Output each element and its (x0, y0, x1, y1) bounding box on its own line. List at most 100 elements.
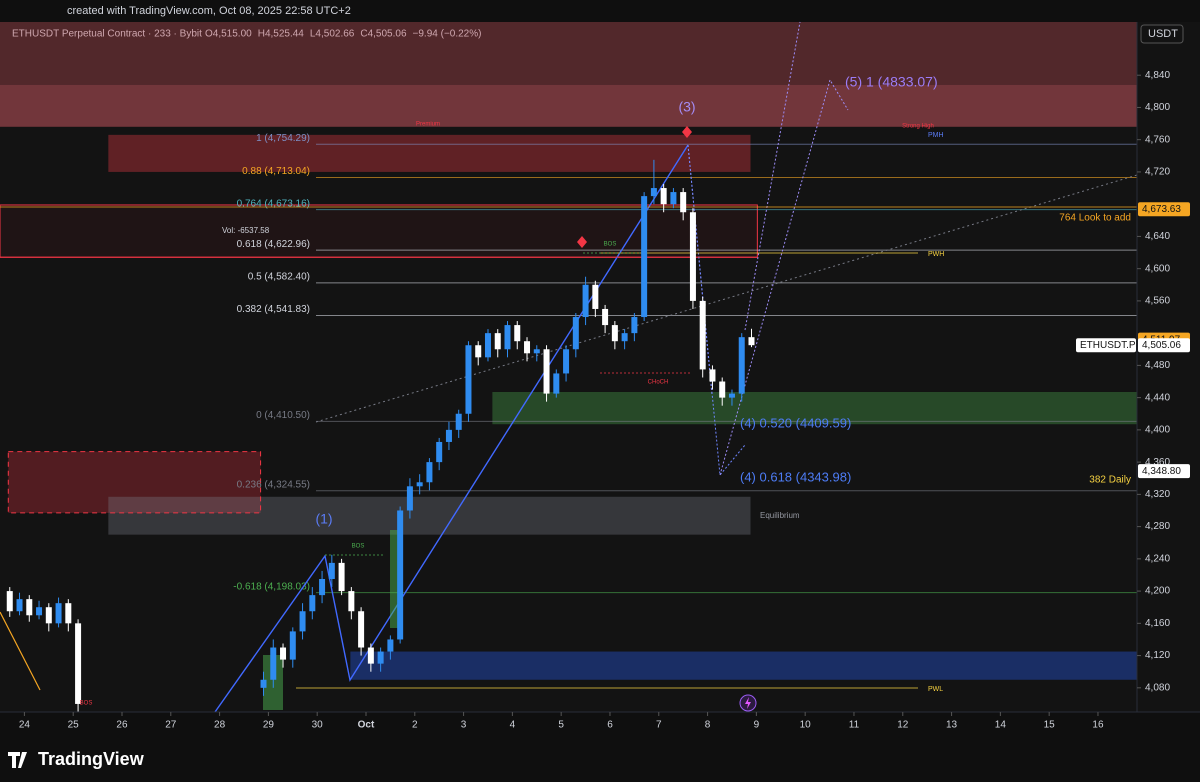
x-tick-label: 3 (461, 720, 467, 731)
candle-body (709, 369, 716, 382)
candle-body (524, 341, 531, 354)
annotation: (1) (315, 511, 332, 527)
zone (8, 451, 261, 513)
annotation: PMH (928, 132, 944, 139)
fib-label: 0 (4,410.50) (256, 410, 310, 421)
candle-body (728, 393, 735, 398)
candle-body (309, 595, 316, 612)
y-tick-label: 4,120 (1145, 650, 1170, 661)
candle-body (65, 603, 72, 624)
candle-body (319, 578, 326, 596)
candle-body (338, 562, 345, 592)
x-tick-label: 5 (558, 720, 564, 731)
y-tick-label: 4,840 (1145, 70, 1170, 81)
price-label: 4,673.63 (1142, 204, 1181, 215)
symbol-tag: ETHUSDT.P (1080, 340, 1136, 351)
drawing (719, 78, 849, 476)
annotation: (4) 0.520 (4409.59) (740, 415, 851, 430)
candle-body (426, 462, 433, 483)
fib-label: 0.236 (4,324.55) (237, 479, 310, 490)
marker (682, 126, 692, 138)
header: created with TradingView.com, Oct 08, 20… (67, 5, 351, 17)
candle-body (6, 591, 13, 612)
candle-body (689, 212, 696, 301)
zone (350, 651, 1137, 680)
candle-body (670, 192, 677, 205)
candle-body (465, 345, 472, 414)
candle-body (436, 441, 443, 463)
annotation: (3) (678, 99, 695, 115)
logo-icon (8, 752, 27, 768)
candle-body (494, 333, 501, 350)
drawing (214, 144, 689, 713)
x-tick-label: 12 (897, 720, 909, 731)
ohlc-value: H4,525.44 (258, 29, 305, 40)
annotation: BOS (604, 242, 617, 248)
drawing (687, 144, 746, 477)
fib-label: 1 (4,754.29) (256, 133, 310, 144)
x-tick-label: 7 (656, 720, 662, 731)
x-tick-label: 11 (849, 720, 860, 731)
candle-body (543, 349, 550, 394)
currency-box (1140, 24, 1184, 44)
ohlc-value: −9.94 (−0.22%) (413, 29, 482, 40)
y-tick-label: 4,160 (1145, 618, 1170, 629)
candle-body (641, 196, 648, 318)
annotation: CHoCH (648, 380, 669, 386)
axes: 4,840 4,800 4,760 4,720 4,640 4,600 4,560 4,480… (19, 70, 1190, 731)
x-tick-label: Oct (358, 720, 375, 731)
currency: USDT (1148, 28, 1178, 40)
candle-body (416, 482, 423, 487)
candle-body (504, 325, 511, 350)
annotation: Vol: -6537.58 (222, 226, 270, 235)
candle-body (328, 562, 335, 579)
candle-body (289, 631, 296, 660)
price-label: 4,505.06 (1142, 340, 1181, 351)
y-tick-label: 4,080 (1145, 682, 1170, 693)
candle-body (602, 308, 609, 326)
candle-body (738, 337, 745, 394)
y-tick-label: 4,360 (1145, 457, 1170, 468)
candle-body (719, 381, 726, 398)
x-tick-label: 27 (165, 720, 177, 731)
y-tick-label: 4,600 (1145, 263, 1170, 274)
y-tick-label: 4,200 (1145, 586, 1170, 597)
y-tick-label: 4,760 (1145, 134, 1170, 145)
y-tick-label: 4,400 (1145, 425, 1170, 436)
candle-body (592, 284, 599, 309)
x-tick-label: 29 (263, 720, 275, 731)
annotation: PWL (928, 686, 943, 693)
x-tick-label: 24 (19, 720, 31, 731)
candle-body (348, 591, 355, 612)
candle-body (475, 345, 482, 358)
y-tick-label: 4,640 (1145, 231, 1170, 242)
candle-body (572, 317, 579, 350)
fib-label: 0.764 (4,673.16) (237, 198, 310, 209)
candle-body (75, 623, 82, 704)
candle-body (611, 325, 618, 342)
candle-body (367, 647, 374, 664)
y-tick-label: 4,480 (1145, 360, 1170, 371)
y-tick-label: 4,440 (1145, 392, 1170, 403)
annotation: Premium (416, 122, 440, 128)
annotation: PWH (928, 251, 944, 258)
annotation: 382 Daily (1089, 475, 1131, 486)
candle-body (455, 413, 462, 430)
candle-body (16, 599, 23, 612)
candle-body (270, 647, 277, 680)
candle-body (377, 651, 384, 664)
y-tick-label: 4,560 (1145, 296, 1170, 307)
x-tick-label: 4 (510, 720, 516, 731)
candle-body (299, 611, 306, 632)
candle-body (650, 188, 657, 197)
fib-label: 0.618 (4,622.96) (237, 239, 310, 250)
candle-body (514, 325, 521, 342)
candle-body (280, 647, 287, 660)
x-tick-label: 9 (754, 720, 760, 731)
x-tick-label: 28 (214, 720, 226, 731)
candle-body (387, 639, 394, 652)
price-label-box (1138, 338, 1190, 353)
annotation: Equilibrium (760, 511, 800, 520)
candle-body (260, 679, 267, 688)
